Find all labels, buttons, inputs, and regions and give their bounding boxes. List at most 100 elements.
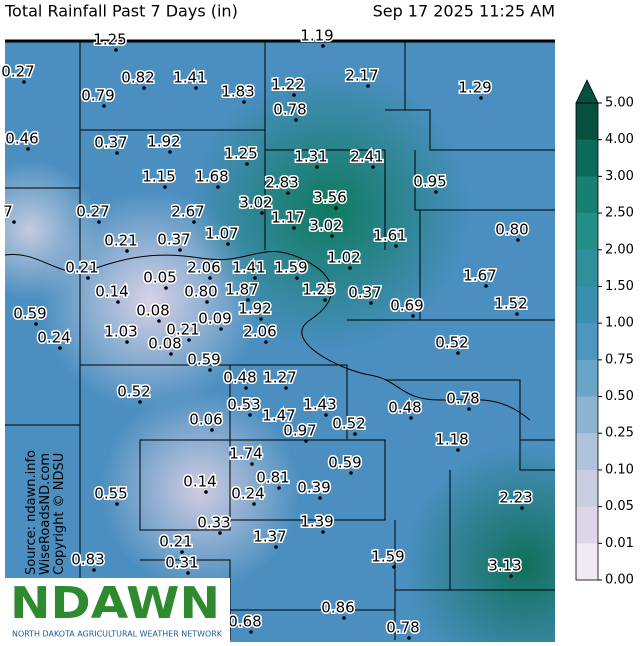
station-dot [295,276,299,280]
station-value: 0.59 [13,305,46,323]
station-value: 0.21 [65,259,98,277]
station-dot [348,266,352,270]
station-dot [334,206,338,210]
station-value: 2.67 [171,203,204,221]
station-dot [456,351,460,355]
station-value: 0.27 [1,63,34,81]
station-value: 0.31 [165,554,198,572]
station-value: 2.23 [499,489,532,507]
station-value: 0.78 [446,390,479,408]
station-value: 1.25 [224,145,257,163]
station-dot [218,531,222,535]
station-dot [284,386,288,390]
station-dot [92,568,96,572]
station-dot [353,432,357,436]
colorbar-segment [576,359,598,398]
station-dot [205,300,209,304]
station-value: 1.37 [253,528,286,546]
station-value: 0.86 [321,599,354,617]
station-value: 0.27 [76,203,109,221]
station-dot [434,190,438,194]
station-value: 0.55 [94,485,127,503]
station-dot [321,44,325,48]
station-value: 0.37 [94,134,127,152]
station-dot [163,185,167,189]
station-value: 2.83 [265,174,298,192]
station-dot [292,226,296,230]
station-value: 1.17 [271,209,304,227]
station-dot [259,317,263,321]
colorbar-label: 2.50 [605,206,634,221]
station-value: 0.39 [297,479,330,497]
station-dot [318,496,322,500]
station-value: 1.25 [302,281,335,299]
station-dot [260,211,264,215]
station-value: 0.21 [104,232,137,250]
station-value: 2.17 [345,67,378,85]
station-value: 1.25 [93,31,126,49]
station-value: 0.05 [143,269,176,287]
station-dot [342,616,346,620]
station-dot [274,545,278,549]
station-dot [208,368,212,372]
station-value: 0.53 [227,396,260,414]
station-dot [264,340,268,344]
station-dot [115,502,119,506]
colorbar-label: 1.00 [605,316,634,331]
station-value: 1.41 [232,259,265,277]
station-value: 1.61 [373,227,406,245]
station-dot [245,162,249,166]
station-value: 0.14 [183,473,216,491]
map-title: Total Rainfall Past 7 Days (in) [4,2,238,21]
station-dot [125,340,129,344]
station-dot [208,276,212,280]
station-dot [26,147,30,151]
station-value: 0.06 [189,411,222,429]
station-dot [142,86,146,90]
station-value: 1.03 [104,323,137,341]
station-value: 1.52 [494,295,527,313]
station-value: 2.06 [187,259,220,277]
station-dot [204,490,208,494]
colorbar-segment [576,323,598,361]
station-value: 0.48 [388,399,421,417]
station-dot [294,118,298,122]
colorbar-segment [576,286,598,324]
station-dot [369,301,373,305]
station-dot [409,416,413,420]
station-dot [86,276,90,280]
station-dot [102,104,106,108]
colorbar-label: 0.25 [605,426,634,441]
station-dot [321,530,325,534]
station-value: 1.39 [300,513,333,531]
station-dot [186,571,190,575]
station-dot [219,327,223,331]
station-value: 0.97 [283,422,316,440]
station-dot [286,191,290,195]
colorbar-segment [576,506,598,544]
station-value: 0.08 [136,302,169,320]
station-dot [187,338,191,342]
map-background [5,41,555,642]
colorbar-label: 0.01 [605,536,634,551]
colorbar-label: 1.50 [605,279,634,294]
station-value: 0.95 [413,173,446,191]
station-value: 0.46 [5,130,38,148]
station-dot [456,448,460,452]
station-value: 1.59 [371,548,404,566]
station-value: 1.92 [238,300,271,318]
station-value: 3.02 [309,217,342,235]
station-value: 0.78 [386,619,419,637]
colorbar-segment [576,176,598,214]
station-dot [277,486,281,490]
station-value: 1.19 [300,27,333,45]
colorbar-label: 0.00 [605,573,634,588]
station-value: 0.37 [348,284,381,302]
station-dot [283,424,287,428]
station-value: 1.67 [463,267,496,285]
station-value: 0.08 [148,335,181,353]
station-value: 0.82 [121,69,154,87]
county-borders [4,39,555,640]
station-value: 1.18 [435,431,468,449]
colorbar-label: 3.00 [605,169,634,184]
